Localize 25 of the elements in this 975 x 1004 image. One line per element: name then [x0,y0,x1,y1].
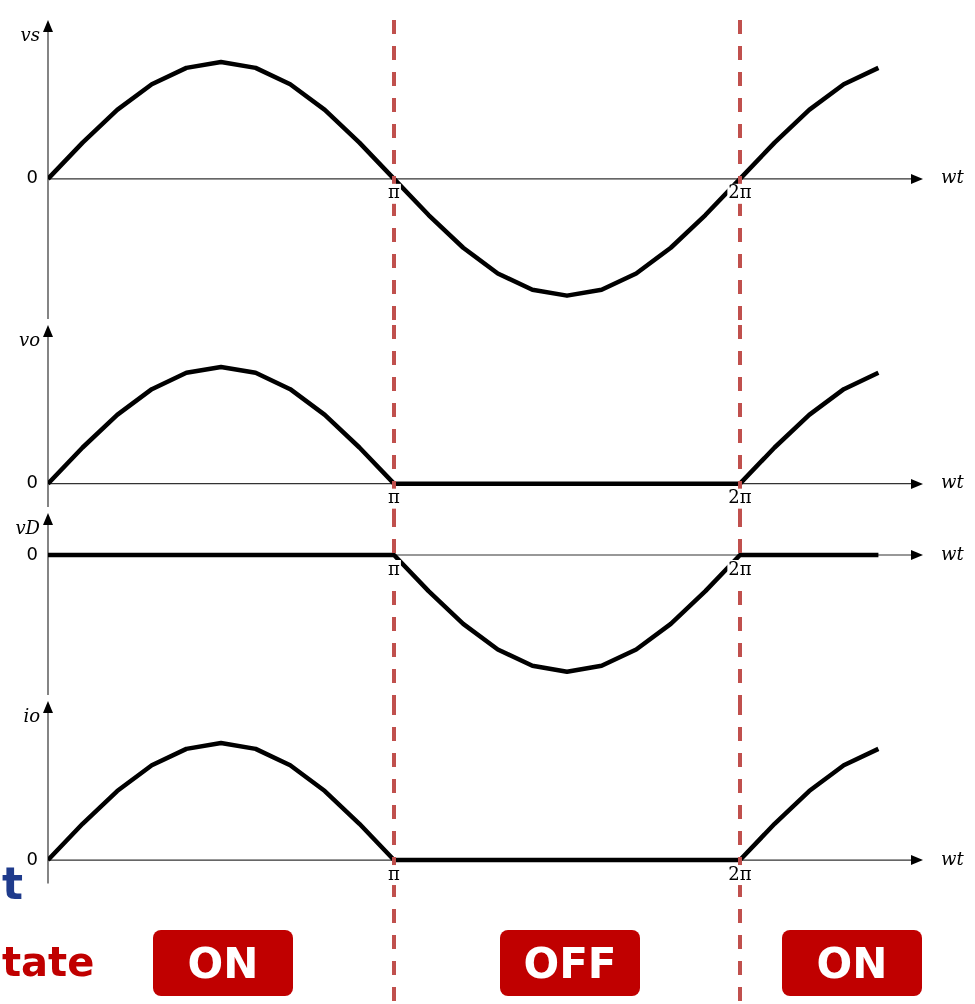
x-tick-label: 2π [728,181,752,203]
x-axis-title: wt [941,166,965,188]
x-tick-label: π [388,181,401,203]
y-axis-title: vo [18,328,41,350]
x-axis-title: wt [941,542,965,564]
y-axis-title: vs [20,23,40,45]
text: 0 [26,847,38,869]
x-tick-label: 2π [728,557,752,579]
y-axis-title: io [23,704,41,726]
text: 0 [26,471,38,493]
x-tick-label: π [388,486,401,508]
x-axis-title: wt [941,847,965,869]
x-tick-label: π [388,557,401,579]
x-tick-label: 2π [728,486,752,508]
text: 0 [26,166,38,188]
text: 0 [26,542,38,564]
text: tate [2,939,95,985]
text: OFF [500,930,640,996]
x-tick-label: 2π [728,862,752,884]
text: ON [782,930,922,996]
x-tick-label: π [388,862,401,884]
text: t [2,858,24,909]
x-axis-title: wt [941,471,965,493]
y-axis-title: vD [15,516,41,538]
text: ON [153,930,293,996]
